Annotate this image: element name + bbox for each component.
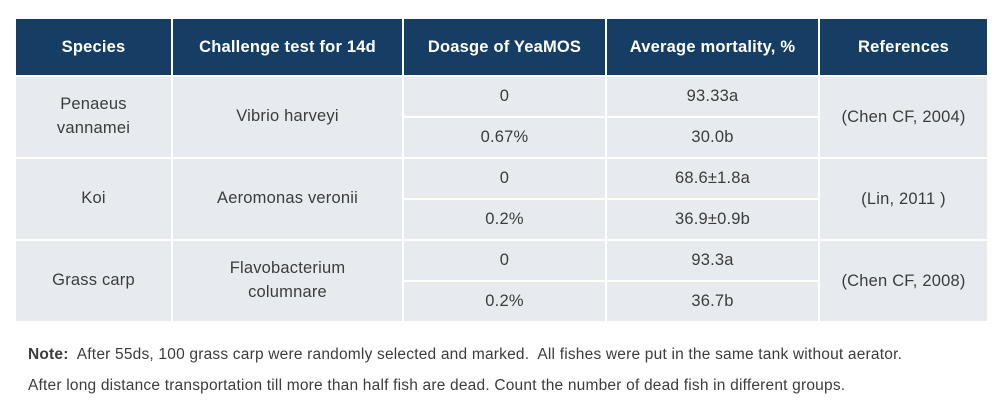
species-cell: Grass carp [16, 241, 171, 321]
species-name: Koi [81, 189, 106, 208]
challenge-name: Flavobacterium columnare [229, 259, 346, 301]
dosage-cell: 0.2% [404, 282, 605, 321]
mortality-cell: 36.9±0.9b [607, 200, 818, 239]
col-header-species: Species [16, 19, 171, 75]
species-name: Grass carp [52, 271, 135, 290]
dosage-cell: 0.67% [404, 118, 605, 157]
mortality-cell: 93.3a [607, 241, 818, 280]
col-header-challenge: Challenge test for 14d [173, 19, 402, 75]
reference-cell: (Lin, 2011 ) [820, 159, 987, 239]
header-row: Species Challenge test for 14d Doasge of… [16, 19, 987, 75]
note-line-1: Note: After 55ds, 100 grass carp were ra… [28, 346, 1000, 364]
table-row: Penaeus vannamei Vibrio harveyi 0 93.33a… [16, 77, 987, 157]
col-header-mortality: Average mortality, % [607, 19, 818, 75]
challenge-cell: Vibrio harveyi [173, 77, 402, 157]
species-cell: Penaeus vannamei [16, 77, 171, 157]
challenge-name: Aeromonas veronii [217, 189, 358, 208]
reference-cell: (Chen CF, 2004) [820, 77, 987, 157]
dosage-cell: 0 [404, 241, 605, 280]
mortality-cell: 30.0b [607, 118, 818, 157]
dosage-cell: 0 [404, 159, 605, 198]
mortality-cell: 36.7b [607, 282, 818, 321]
reference-cell: (Chen CF, 2008) [820, 241, 987, 321]
species-name: Penaeus vannamei [56, 95, 131, 137]
table-row: Koi Aeromonas veronii 0 68.6±1.8a (Lin, … [16, 159, 987, 239]
table-row: 0.67% 30.0b [16, 118, 987, 157]
note-label: Note: [28, 346, 69, 363]
results-table: Species Challenge test for 14d Doasge of… [14, 17, 989, 323]
challenge-name: Vibrio harveyi [236, 107, 339, 126]
col-header-references: References [820, 19, 987, 75]
note-text-1: After 55ds, 100 grass carp were randomly… [68, 346, 903, 363]
mortality-cell: 93.33a [607, 77, 818, 116]
challenge-cell: Flavobacterium columnare [173, 241, 402, 321]
challenge-cell: Aeromonas veronii [173, 159, 402, 239]
dosage-cell: 0 [404, 77, 605, 116]
note-line-2: After long distance transportation till … [28, 377, 846, 394]
mortality-cell: 68.6±1.8a [607, 159, 818, 198]
col-header-dosage: Doasge of YeaMOS [404, 19, 605, 75]
table-row: 0.2% 36.9±0.9b [16, 200, 987, 239]
table-row: 0.2% 36.7b [16, 282, 987, 321]
species-cell: Koi [16, 159, 171, 239]
dosage-cell: 0.2% [404, 200, 605, 239]
table-row: Grass carp Flavobacterium columnare 0 93… [16, 241, 987, 321]
